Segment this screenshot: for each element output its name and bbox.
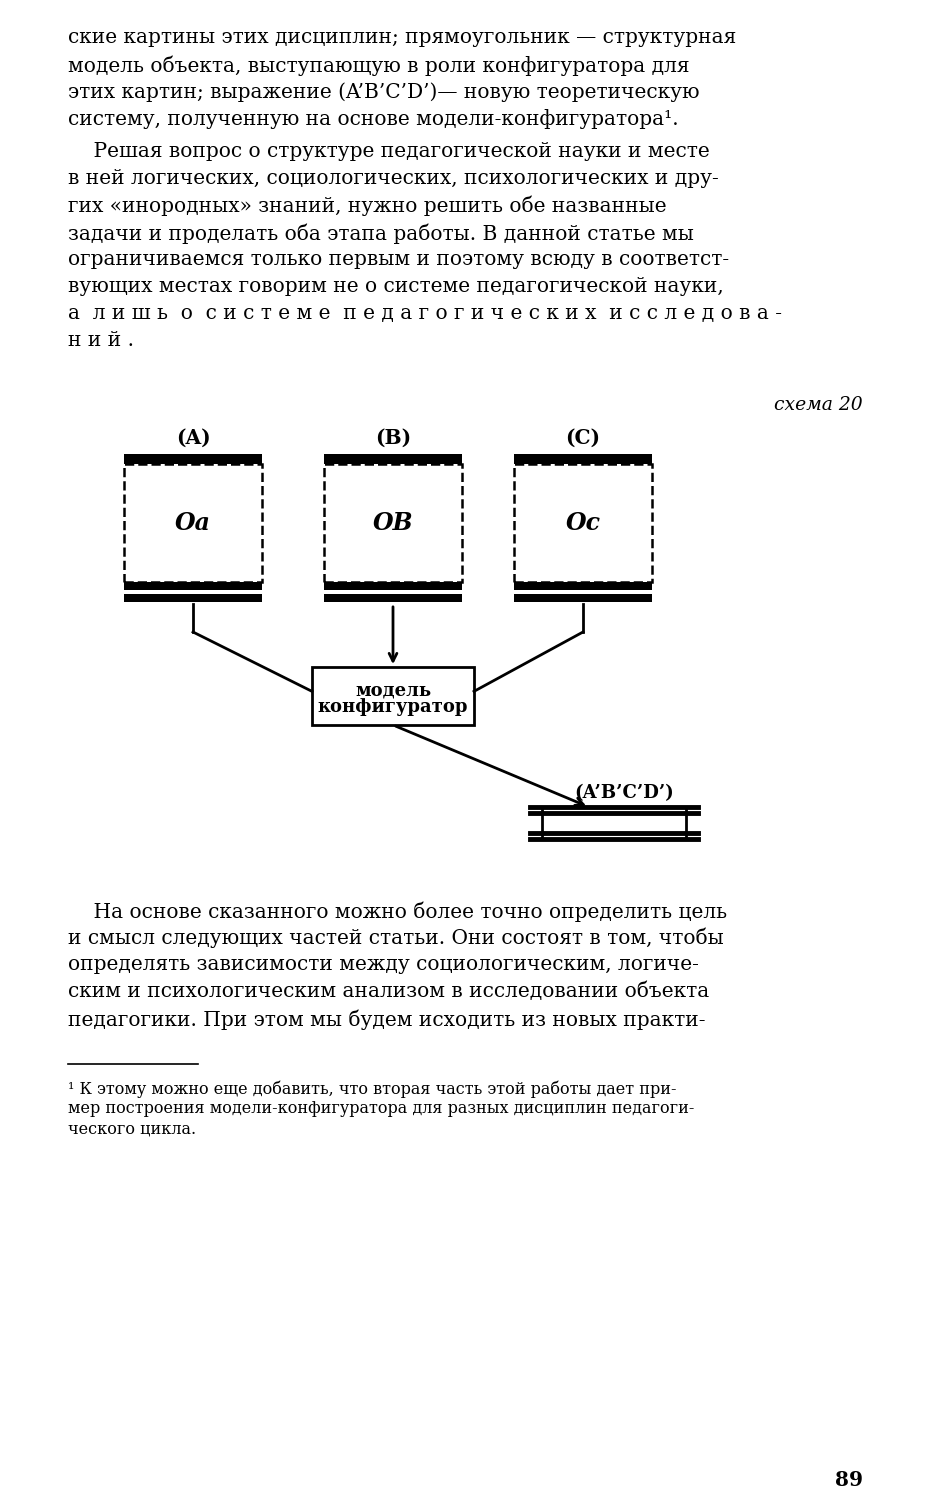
Bar: [124, 454, 262, 464]
Text: определять зависимости между социологическим, логиче-: определять зависимости между социологиче…: [68, 956, 699, 974]
Text: схема 20: схема 20: [775, 396, 863, 414]
Text: На основе сказанного можно более точно определить цель: На основе сказанного можно более точно о…: [68, 902, 727, 921]
Text: Решая вопрос о структуре педагогической науки и месте: Решая вопрос о структуре педагогической …: [68, 142, 709, 160]
Bar: [124, 582, 262, 590]
Text: OB: OB: [372, 512, 413, 536]
Text: (B): (B): [375, 427, 412, 448]
Bar: [514, 464, 652, 582]
Bar: [312, 668, 474, 724]
Text: Oa: Oa: [175, 512, 211, 536]
Text: (C): (C): [565, 427, 600, 448]
Bar: [324, 464, 462, 582]
Text: задачи и проделать оба этапа работы. В данной статье мы: задачи и проделать оба этапа работы. В д…: [68, 224, 694, 243]
Text: модель объекта, выступающую в роли конфигуратора для: модель объекта, выступающую в роли конфи…: [68, 56, 690, 75]
Text: (A): (A): [176, 427, 210, 448]
Text: модель: модель: [355, 681, 431, 699]
Text: ские картины этих дисциплин; прямоугольник — структурная: ские картины этих дисциплин; прямоугольн…: [68, 28, 736, 46]
Text: ским и психологическим анализом в исследовании объекта: ским и психологическим анализом в исслед…: [68, 982, 709, 1002]
Bar: [324, 582, 462, 590]
Bar: [124, 594, 262, 602]
Text: гих «инородных» знаний, нужно решить обе названные: гих «инородных» знаний, нужно решить обе…: [68, 196, 667, 216]
Text: ¹ К этому можно еще добавить, что вторая часть этой работы дает при-: ¹ К этому можно еще добавить, что вторая…: [68, 1080, 677, 1098]
Bar: [124, 464, 262, 582]
Text: (A’B’C’D’): (A’B’C’D’): [574, 784, 674, 802]
Text: этих картин; выражение (A’B’C’D’)— новую теоретическую: этих картин; выражение (A’B’C’D’)— новую…: [68, 82, 699, 102]
Text: систему, полученную на основе модели-конфигуратора¹.: систему, полученную на основе модели-кон…: [68, 110, 679, 129]
Bar: [324, 454, 462, 464]
Text: 89: 89: [835, 1470, 863, 1490]
Bar: [324, 594, 462, 602]
Text: педагогики. При этом мы будем исходить из новых практи-: педагогики. При этом мы будем исходить и…: [68, 1010, 706, 1029]
Bar: [514, 454, 652, 464]
Bar: [514, 594, 652, 602]
Text: в ней логических, социологических, психологических и дру-: в ней логических, социологических, психо…: [68, 170, 719, 188]
Text: и смысл следующих частей статьи. Они состоят в том, чтобы: и смысл следующих частей статьи. Они сос…: [68, 928, 723, 948]
Text: ограничиваемся только первым и поэтому всюду в соответст-: ограничиваемся только первым и поэтому в…: [68, 251, 729, 268]
Bar: [514, 582, 652, 590]
Text: конфигуратор: конфигуратор: [317, 698, 468, 715]
Text: вующих местах говорим не о системе педагогической науки,: вующих местах говорим не о системе педаг…: [68, 278, 723, 296]
Text: а  л и ш ь  о  с и с т е м е  п е д а г о г и ч е с к и х  и с с л е д о в а -: а л и ш ь о с и с т е м е п е д а г о г …: [68, 304, 782, 322]
Text: Oc: Oc: [565, 512, 600, 536]
Text: ческого цикла.: ческого цикла.: [68, 1120, 196, 1137]
Text: н и й .: н и й .: [68, 332, 134, 350]
Text: мер построения модели-конфигуратора для разных дисциплин педагоги-: мер построения модели-конфигуратора для …: [68, 1100, 695, 1118]
